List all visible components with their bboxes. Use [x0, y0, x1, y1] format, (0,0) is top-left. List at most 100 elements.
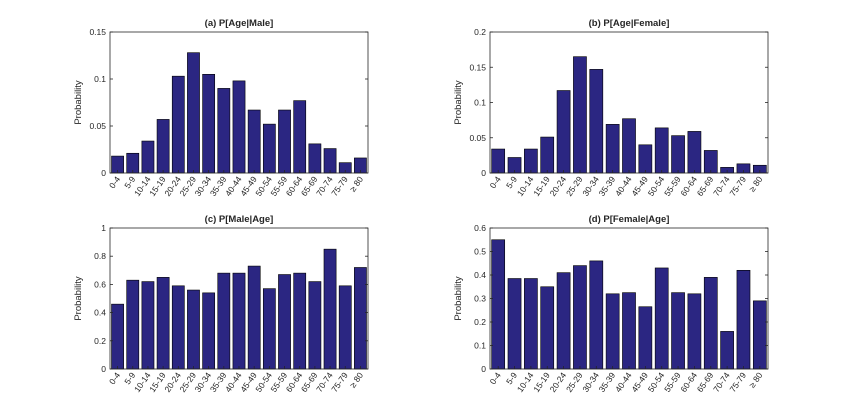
- chart-c-ytick-label: 1: [101, 223, 106, 233]
- chart-a-bar: [278, 109, 291, 174]
- chart-d-xtick-label: 35-39: [597, 370, 618, 394]
- chart-d-xtick-label: 55-59: [662, 370, 683, 394]
- chart-b-bar: [703, 150, 718, 174]
- chart-d-bar: [703, 277, 718, 370]
- chart-a-bar: [323, 148, 337, 174]
- chart-b-xtick-label: 20-24: [548, 174, 569, 198]
- chart-c-bar: [354, 267, 367, 370]
- chart-d-bar: [752, 300, 767, 370]
- chart-c-bar: [278, 274, 291, 370]
- chart-b-xtick-label: 40-44: [613, 174, 634, 198]
- chart-b-title: (b) P[Age|Female]: [589, 18, 670, 29]
- chart-d-xtick-label: 65-69: [695, 370, 716, 394]
- chart-d-bar: [573, 265, 587, 370]
- chart-d-ytick-label: 0.5: [474, 247, 486, 257]
- chart-b-ytick-label: 0.1: [474, 98, 486, 108]
- chart-b-bar: [589, 69, 604, 174]
- chart-b-xtick-label: 60-64: [678, 174, 699, 198]
- chart-d-xtick-label: 75-79: [727, 370, 748, 394]
- chart-b-xtick-label: 10-14: [515, 174, 536, 198]
- chart-b-bar: [638, 144, 653, 174]
- chart-a-bar: [293, 100, 307, 174]
- chart-b-xtick-label: 15-19: [531, 174, 552, 198]
- chart-d-ytick-label: 0.2: [474, 317, 486, 327]
- chart-a-bar: [171, 75, 185, 174]
- chart-c-bar: [247, 265, 261, 370]
- chart-d-bar: [736, 269, 751, 370]
- chart-d-bar: [556, 272, 571, 370]
- chart-a-ytick-label: 0.15: [89, 27, 106, 37]
- chart-a-bar: [187, 52, 200, 174]
- chart-d-bar: [638, 306, 653, 370]
- chart-b-bar: [671, 135, 685, 174]
- chart-d-xtick-label: 20-24: [548, 370, 569, 394]
- chart-b-xtick-label: 35-39: [597, 174, 618, 198]
- chart-b-xtick-label: 75-79: [727, 174, 748, 198]
- chart-b-ytick-label: 0.05: [469, 133, 486, 143]
- chart-a-bar: [308, 143, 322, 174]
- chart-b-bar: [654, 127, 669, 174]
- chart-a-bar: [232, 80, 246, 174]
- chart-a-bar: [247, 109, 261, 174]
- chart-b: (b) P[Age|Female] Probability 0 0.05 0.1 0.15…: [453, 18, 769, 198]
- chart-b-xtick-label: 55-59: [662, 174, 683, 198]
- chart-b-xtick-label: 25-29: [564, 174, 585, 198]
- chart-d-xtick-label: 25-29: [564, 370, 585, 394]
- chart-a-bar: [262, 123, 276, 174]
- chart-c-bar: [232, 272, 246, 370]
- chart-c-ylabel: Probability: [73, 276, 84, 321]
- chart-d-title: (d) P[Female|Age]: [589, 214, 670, 225]
- chart-d: (d) P[Female|Age] Probability 0 0.1 0.2 0.3 0.…: [453, 214, 769, 394]
- chart-c: (c) P[Male|Age] Probability 0 0.2 0.4 0.6 0.8 1…: [73, 214, 369, 394]
- chart-c-xtick-label: 0-4: [107, 370, 122, 386]
- chart-c-xtick-label: 75-79: [329, 370, 350, 394]
- chart-b-ytick-label: 0.2: [474, 27, 486, 37]
- chart-d-bar: [589, 260, 604, 370]
- chart-b-xtick-label: 0-4: [488, 174, 503, 190]
- chart-c-bar: [126, 279, 140, 370]
- chart-c-bar: [111, 303, 124, 370]
- chart-c-ytick-label: 0.6: [94, 279, 106, 289]
- chart-b-xtick-label: 50-54: [646, 174, 667, 198]
- chart-c-ytick-label: 0.2: [94, 336, 106, 346]
- chart-c-bar: [217, 272, 231, 370]
- chart-c-ytick-label: 0.4: [94, 308, 106, 318]
- chart-b-xtick-label: 70-74: [711, 174, 732, 198]
- chart-c-bar: [202, 292, 216, 370]
- chart-d-ytick-label: 0.1: [474, 341, 486, 351]
- chart-c-bar: [323, 248, 337, 370]
- chart-a-bar: [141, 140, 155, 174]
- chart-b-ylabel: Probability: [453, 80, 464, 125]
- chart-d-ytick-label: 0: [481, 364, 486, 374]
- chart-b-ytick-label: 0.15: [469, 62, 486, 72]
- chart-d-bar: [524, 278, 538, 370]
- chart-d-bar: [622, 292, 636, 370]
- chart-a-xtick-label: 75-79: [329, 174, 350, 198]
- chart-d-xtick-label: 45-49: [629, 370, 650, 394]
- chart-c-ytick-label: 0: [101, 364, 106, 374]
- chart-a-bar: [202, 74, 216, 174]
- chart-d-xtick-label: 40-44: [613, 370, 634, 394]
- chart-d-bar: [671, 292, 685, 370]
- chart-a-title: (a) P[Age|Male]: [205, 18, 274, 29]
- chart-a-ytick-label: 0: [101, 168, 106, 178]
- chart-d-bar: [605, 293, 620, 370]
- chart-c-bar: [187, 289, 200, 370]
- chart-c-bar: [338, 285, 352, 370]
- chart-b-bar: [540, 136, 555, 174]
- chart-b-xtick-label: ≥ 80: [747, 174, 765, 193]
- chart-d-ytick-label: 0.6: [474, 223, 486, 233]
- chart-c-title: (c) P[Male|Age]: [205, 214, 274, 225]
- chart-a-bar: [217, 88, 231, 174]
- chart-d-ytick-label: 0.3: [474, 294, 486, 304]
- chart-d-ytick-label: 0.4: [474, 270, 486, 280]
- chart-b-bar: [524, 148, 538, 174]
- chart-a-bar: [156, 119, 170, 174]
- chart-d-bar: [687, 293, 702, 370]
- chart-b-bar: [687, 131, 702, 174]
- chart-d-ylabel: Probability: [453, 276, 464, 321]
- chart-d-xtick-label: 60-64: [678, 370, 699, 394]
- chart-d-xtick-label: 50-54: [646, 370, 667, 394]
- chart-b-xtick-label: 65-69: [695, 174, 716, 198]
